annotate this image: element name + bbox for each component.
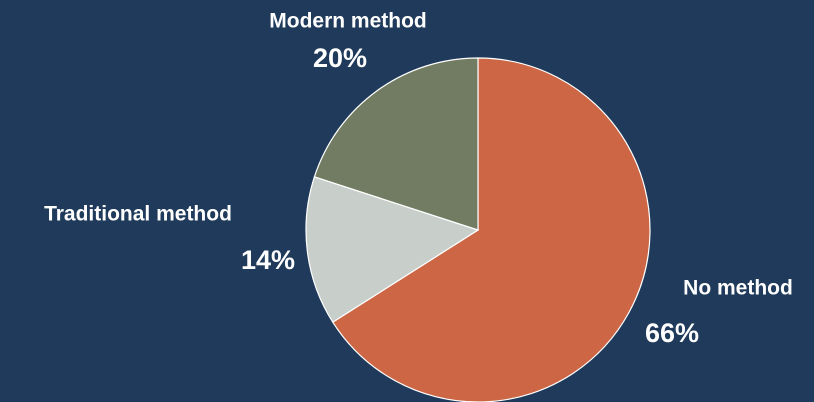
- value-label: 66%: [645, 318, 699, 348]
- value-label: 20%: [313, 43, 367, 73]
- slice-label: Modern method: [269, 10, 427, 33]
- slice-label: Traditional method: [44, 203, 232, 226]
- value-label: 14%: [241, 245, 295, 275]
- pie-slice: [305, 176, 480, 323]
- slice-label: No method: [683, 277, 793, 300]
- pie-slice: [331, 57, 651, 402]
- pie-slice: [313, 57, 479, 231]
